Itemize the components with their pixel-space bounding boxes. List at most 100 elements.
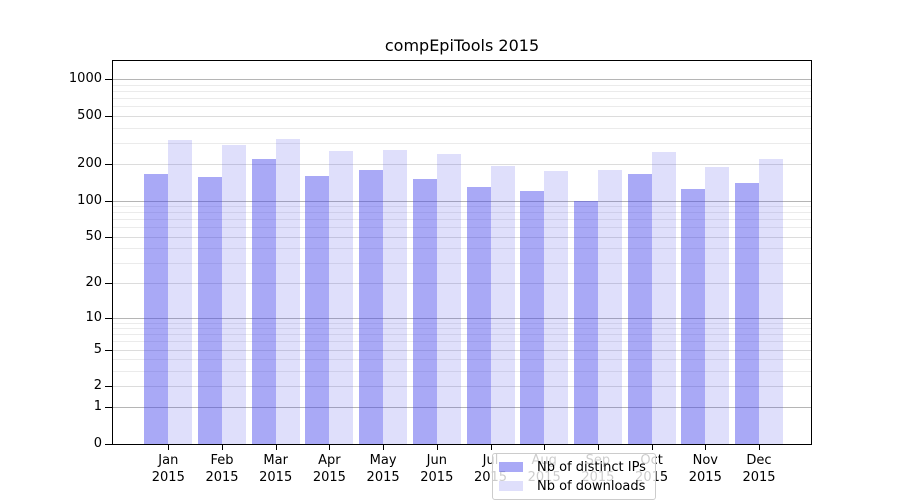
x-tick-month: Apr bbox=[318, 453, 341, 468]
gridline bbox=[113, 236, 811, 238]
gridline-minor bbox=[113, 142, 811, 144]
bar-distinct-ips bbox=[520, 190, 545, 444]
y-tick-mark bbox=[105, 349, 112, 351]
x-tick-label: Nov 2015 bbox=[673, 452, 737, 486]
bar-distinct-ips bbox=[198, 176, 222, 444]
bar-downloads bbox=[436, 153, 461, 444]
x-tick-mark bbox=[490, 444, 492, 450]
y-tick-mark bbox=[105, 116, 112, 117]
bar-distinct-ips bbox=[144, 174, 169, 444]
gridline-minor bbox=[113, 370, 811, 372]
x-tick-mark bbox=[436, 444, 438, 450]
gridline-minor bbox=[113, 98, 811, 100]
y-tick-mark bbox=[105, 386, 112, 387]
bar-downloads bbox=[490, 165, 515, 444]
x-tick-year: 2015 bbox=[688, 470, 722, 485]
x-tick-month: Jan bbox=[158, 453, 179, 468]
x-tick-month: May bbox=[369, 453, 397, 468]
bar-distinct-ips bbox=[627, 174, 652, 444]
x-tick-year: 2015 bbox=[366, 470, 400, 485]
y-tick-label: 100 bbox=[77, 192, 102, 208]
x-tick-month: Feb bbox=[210, 453, 234, 468]
bar-distinct-ips bbox=[466, 186, 491, 444]
gridline bbox=[113, 349, 811, 351]
bar-distinct-ips bbox=[681, 188, 706, 444]
x-tick-mark bbox=[544, 444, 546, 450]
legend: Nb of distinct IPs Nb of downloads bbox=[492, 453, 656, 500]
bar-distinct-ips bbox=[359, 169, 384, 444]
y-tick-mark bbox=[105, 236, 112, 238]
gridline bbox=[113, 386, 811, 387]
gridline bbox=[113, 200, 811, 202]
y-tick-mark bbox=[105, 317, 112, 319]
gridline-minor bbox=[113, 262, 811, 264]
gridline-minor bbox=[113, 85, 811, 86]
bar-downloads bbox=[222, 144, 246, 444]
x-tick-label: Feb 2015 bbox=[190, 452, 254, 486]
bar-downloads bbox=[651, 152, 676, 444]
bar-distinct-ips bbox=[412, 179, 437, 444]
x-tick-month: Nov bbox=[692, 453, 718, 468]
x-tick-mark bbox=[222, 444, 223, 450]
bar-distinct-ips bbox=[305, 175, 330, 444]
bar-downloads bbox=[597, 169, 622, 444]
gridline-minor bbox=[113, 227, 811, 229]
bar-downloads bbox=[168, 139, 193, 444]
bar-distinct-ips bbox=[251, 159, 276, 444]
legend-label-distinct-ips: Nb of distinct IPs bbox=[537, 459, 646, 475]
x-tick-mark bbox=[651, 444, 653, 450]
x-tick-mark bbox=[597, 444, 599, 450]
x-tick-label: Jan 2015 bbox=[136, 452, 200, 486]
y-tick-mark bbox=[105, 200, 112, 202]
gridline bbox=[113, 407, 811, 409]
x-tick-month: Dec bbox=[746, 453, 772, 468]
legend-swatch-distinct-ips bbox=[499, 462, 523, 472]
x-tick-year: 2015 bbox=[259, 470, 293, 485]
legend-row: Nb of distinct IPs bbox=[499, 459, 649, 475]
x-tick-year: 2015 bbox=[205, 470, 239, 485]
bar-downloads bbox=[329, 151, 354, 444]
gridline bbox=[113, 283, 811, 285]
y-tick-label: 200 bbox=[77, 156, 102, 172]
legend-row: Nb of downloads bbox=[499, 478, 649, 494]
y-tick-mark bbox=[105, 444, 112, 445]
y-tick-label: 0 bbox=[93, 436, 102, 451]
x-tick-year: 2015 bbox=[151, 470, 185, 485]
x-tick-year: 2015 bbox=[312, 470, 346, 485]
gridline bbox=[113, 116, 811, 117]
y-tick-label: 5 bbox=[93, 341, 102, 357]
x-tick-year: 2015 bbox=[420, 470, 454, 485]
bar-distinct-ips bbox=[735, 182, 759, 444]
gridline-minor bbox=[113, 219, 811, 221]
bar-downloads bbox=[383, 150, 408, 444]
x-tick-mark bbox=[705, 444, 707, 450]
chart-title: compEpiTools 2015 bbox=[384, 36, 540, 55]
x-tick-mark bbox=[275, 444, 277, 450]
y-tick-mark bbox=[105, 407, 112, 409]
x-tick-mark bbox=[329, 444, 331, 450]
x-tick-label: Mar 2015 bbox=[244, 452, 308, 486]
gridline-minor bbox=[113, 212, 811, 214]
legend-label-downloads: Nb of downloads bbox=[537, 478, 646, 494]
x-tick-label: Apr 2015 bbox=[297, 452, 361, 486]
legend-swatch-downloads bbox=[499, 481, 523, 491]
y-tick-label: 2 bbox=[93, 378, 102, 393]
y-tick-label: 20 bbox=[85, 275, 102, 291]
x-tick-label: Jun 2015 bbox=[405, 452, 469, 486]
y-tick-mark bbox=[105, 164, 112, 166]
gridline-minor bbox=[113, 91, 811, 93]
y-tick-label: 1 bbox=[93, 399, 102, 415]
y-tick-label: 500 bbox=[77, 108, 102, 123]
y-tick-label: 10 bbox=[85, 309, 102, 325]
gridline-minor bbox=[113, 106, 811, 108]
bar-downloads bbox=[544, 171, 569, 444]
gridline-minor bbox=[113, 359, 811, 361]
gridline-minor bbox=[113, 206, 811, 207]
x-tick-month: Mar bbox=[263, 453, 288, 468]
plot-area: Nb of distinct IPs Nb of downloads bbox=[112, 60, 812, 500]
gridline-minor bbox=[113, 322, 811, 324]
x-tick-mark bbox=[168, 444, 170, 450]
gridline bbox=[113, 164, 811, 166]
y-tick-mark bbox=[105, 283, 112, 285]
